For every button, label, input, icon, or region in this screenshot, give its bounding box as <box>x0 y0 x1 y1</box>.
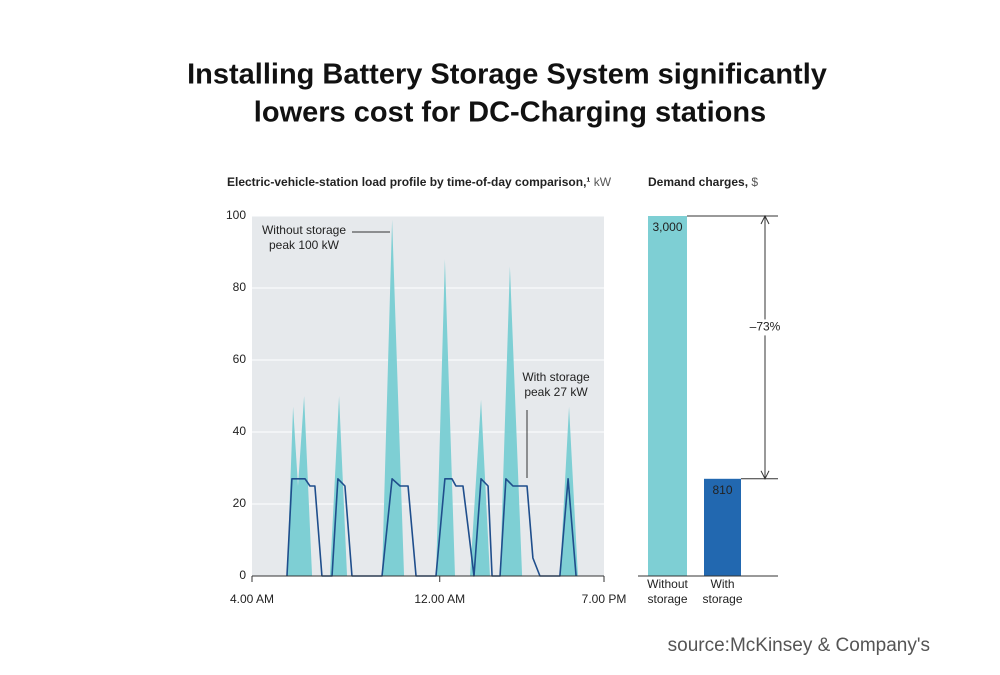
x-tick-label: With <box>711 577 735 591</box>
arrow-head <box>760 470 770 480</box>
bar <box>648 216 687 576</box>
annotation: Without storage <box>262 223 346 237</box>
unit: $ <box>751 175 758 189</box>
annotation: peak 27 kW <box>524 385 588 399</box>
x-tick-label: Without <box>647 577 688 591</box>
page-title: Installing Battery Storage System signif… <box>187 59 827 91</box>
y-tick-label: 20 <box>233 496 247 510</box>
annotation: With storage <box>522 370 590 384</box>
label-backing <box>743 319 787 336</box>
arrow-head <box>760 214 770 225</box>
y-tick-label: 40 <box>233 424 247 438</box>
load-chart: 0 20 40 60 80 100 4.00 AM 12.00 AM 7.00 PM Withou… <box>226 208 626 606</box>
y-tick-label: 60 <box>233 352 247 366</box>
value-label: 3,000 <box>652 220 682 234</box>
y-tick-label: 100 <box>226 208 246 222</box>
chart-title: Demand charges, $ <box>648 175 758 189</box>
page-title: lowers cost for DC-Charging stations <box>254 97 766 129</box>
value-label: 810 <box>712 483 732 497</box>
x-tick-label: 7.00 PM <box>582 592 627 606</box>
chart-title: Electric-vehicle-station load profile by… <box>227 175 612 189</box>
x-tick-label: storage <box>702 592 742 606</box>
unit: kW <box>594 175 612 189</box>
annotation: –73% <box>750 320 781 334</box>
bar <box>704 478 741 576</box>
x-tick-label: 12.00 AM <box>414 592 465 606</box>
x-tick-label: storage <box>647 592 687 606</box>
title-text: Electric-vehicle-station load profile by… <box>227 175 590 189</box>
source: source:McKinsey & Company's <box>668 635 930 656</box>
x-tick-label: 4.00 AM <box>230 592 274 606</box>
y-tick-label: 0 <box>239 568 246 582</box>
annotation: peak 100 kW <box>269 238 340 252</box>
plot-background <box>252 216 604 576</box>
title-text: Demand charges, <box>648 175 748 189</box>
y-tick-label: 80 <box>233 280 247 294</box>
